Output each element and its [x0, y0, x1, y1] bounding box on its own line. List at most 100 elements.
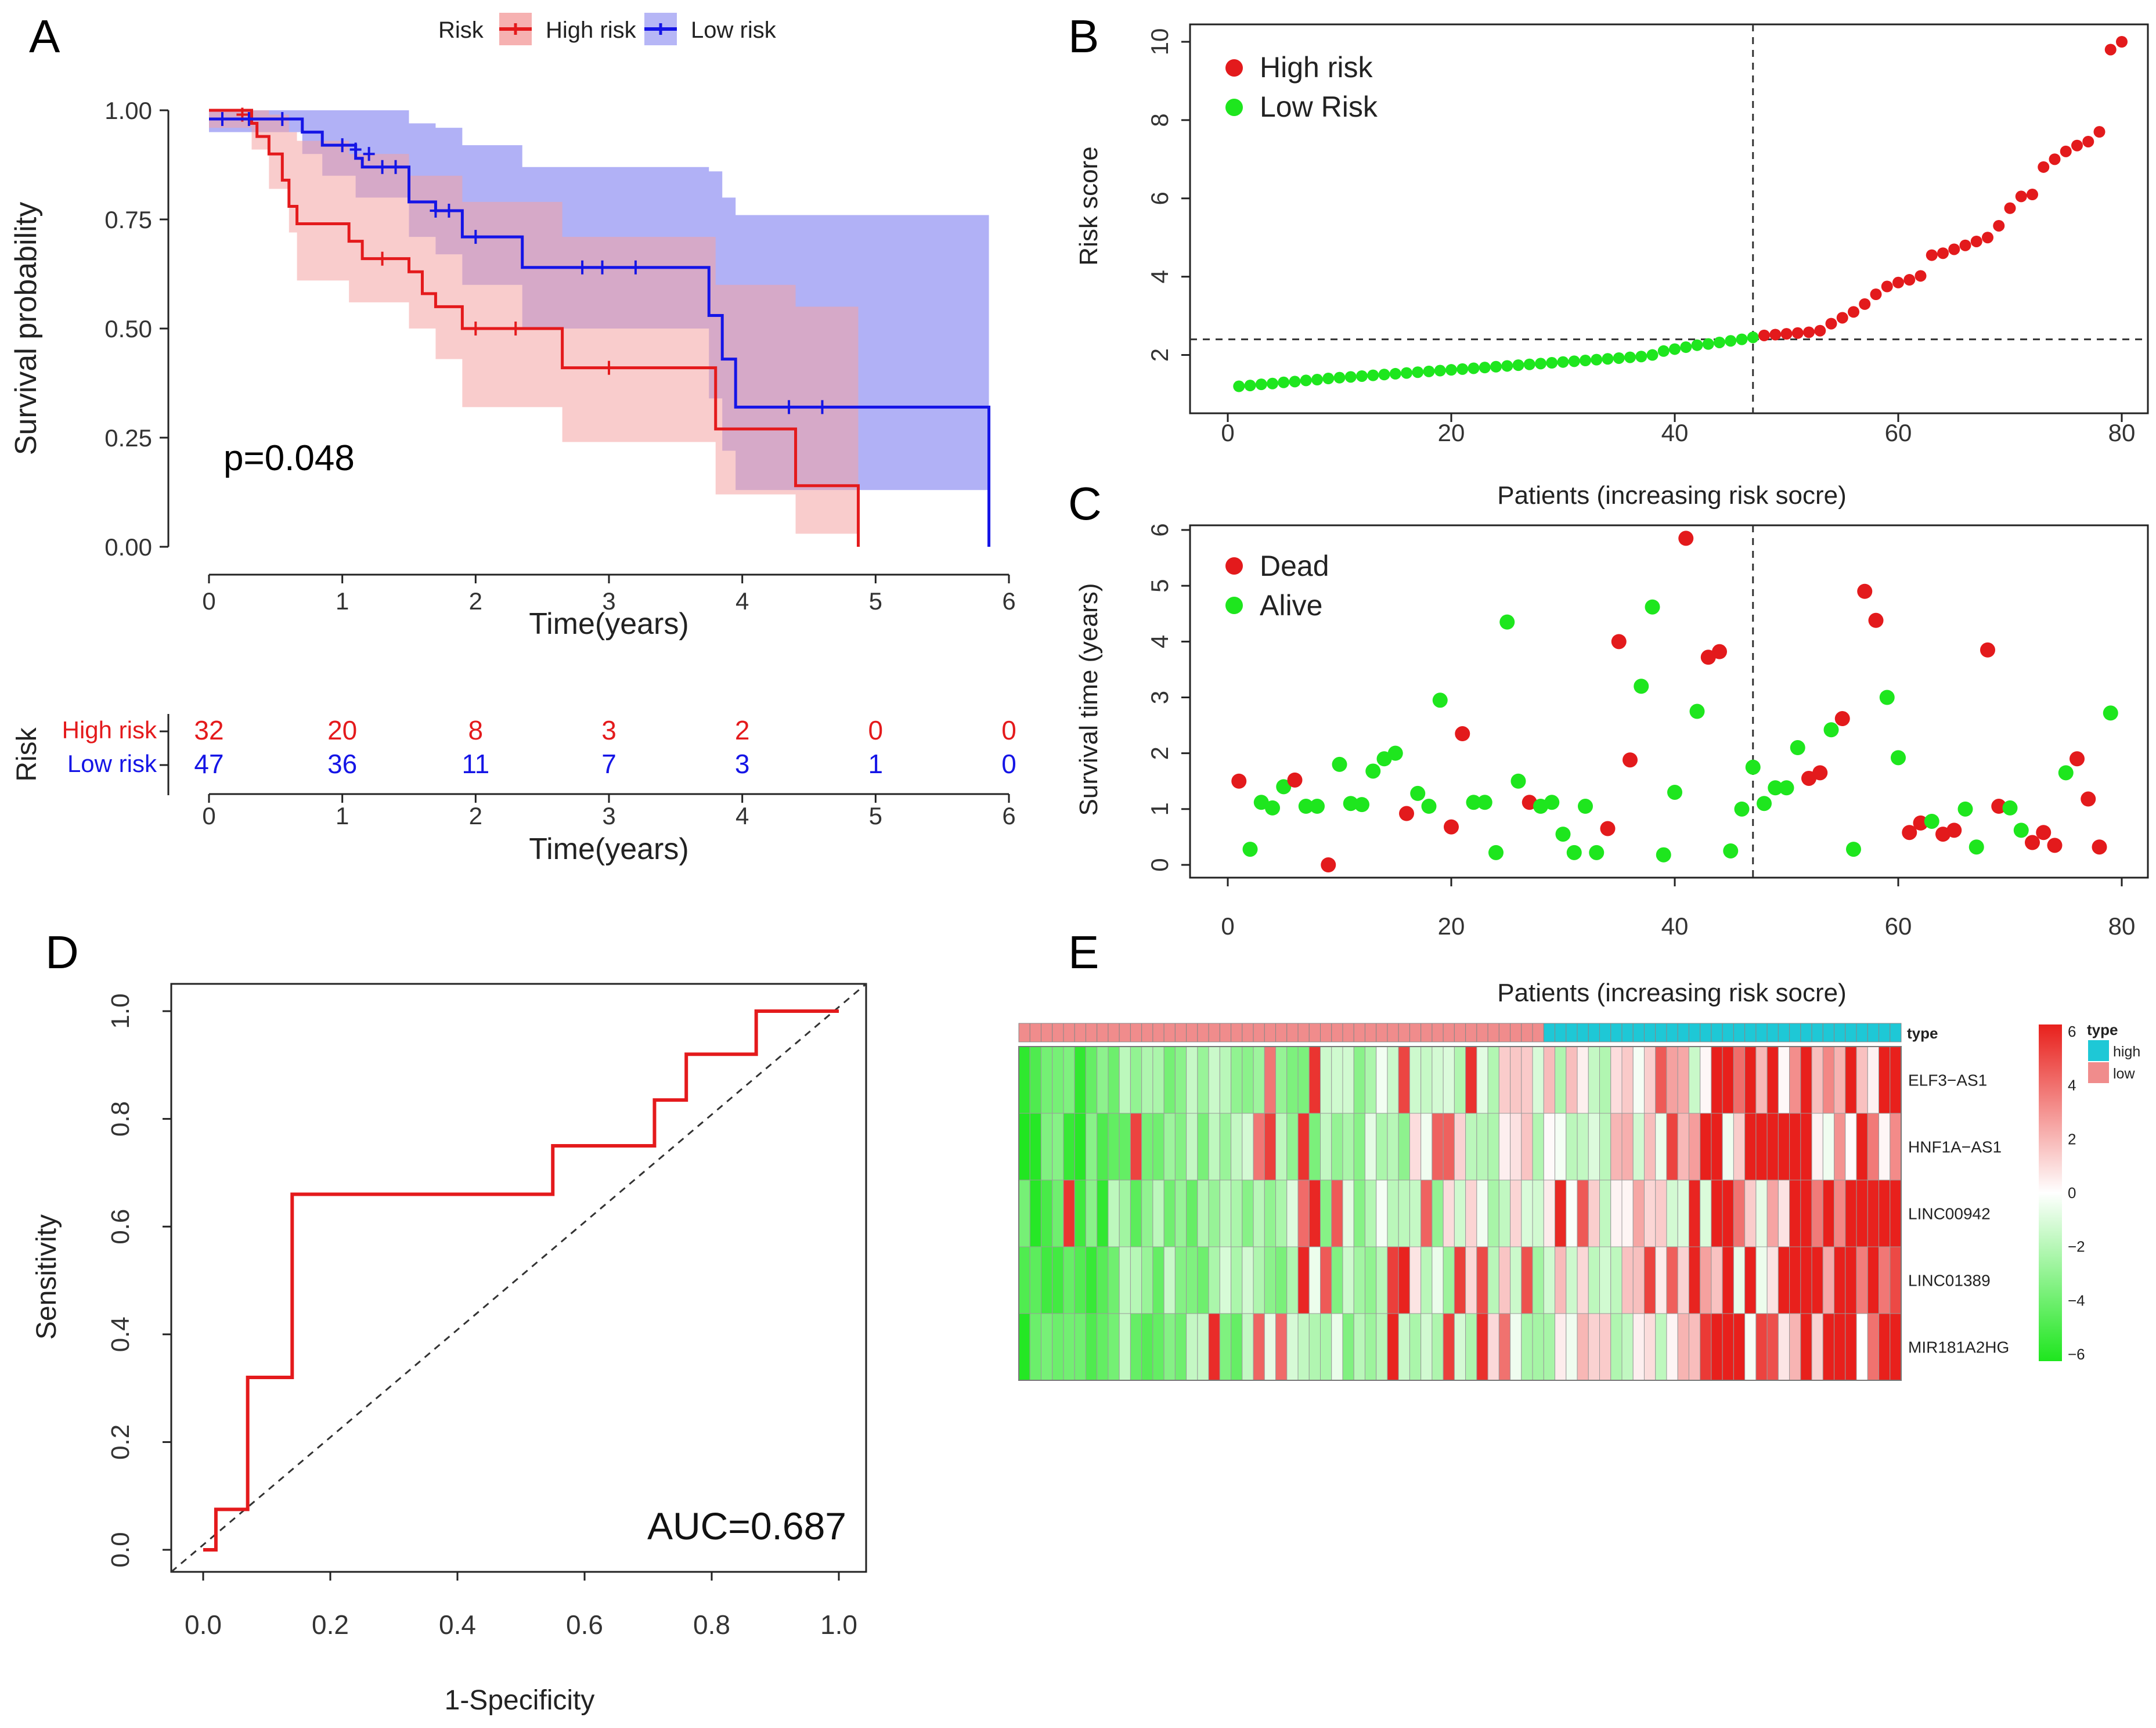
a-table-count: 1	[868, 749, 884, 779]
e-heatmap-cell	[1621, 1313, 1634, 1381]
e-annotation-cell	[1655, 1023, 1667, 1042]
e-heatmap-cell	[1253, 1113, 1265, 1181]
e-heatmap-cell	[1040, 1046, 1053, 1114]
c-point	[1834, 711, 1850, 727]
e-heatmap-cell	[1331, 1113, 1343, 1181]
e-annotation-cell	[1845, 1023, 1857, 1042]
e-heatmap-cell	[1119, 1313, 1131, 1381]
b-x-tick-label: 60	[1885, 419, 1912, 446]
e-annotation-cell	[1097, 1023, 1109, 1042]
e-heatmap-cell	[1130, 1046, 1142, 1114]
e-heatmap-cell	[1643, 1046, 1656, 1114]
e-heatmap-cell	[1800, 1313, 1812, 1381]
e-heatmap-cell	[1308, 1046, 1321, 1114]
b-y-tick-label: 4	[1146, 270, 1173, 283]
b-legend-label: High risk	[1260, 51, 1373, 84]
e-heatmap-cell	[1119, 1246, 1131, 1314]
e-heatmap-cell	[1029, 1046, 1041, 1114]
e-heatmap-cell	[1119, 1179, 1131, 1247]
e-heatmap-cell	[1275, 1113, 1288, 1181]
e-heatmap-cell	[1555, 1179, 1567, 1247]
c-point	[1432, 692, 1448, 708]
b-x-tick-label: 0	[1221, 419, 1234, 446]
e-heatmap-cell	[1498, 1313, 1511, 1381]
c-point	[1343, 796, 1358, 811]
e-heatmap-cell	[1890, 1246, 1902, 1314]
e-heatmap-cell	[1052, 1179, 1064, 1247]
e-heatmap-cell	[1018, 1179, 1030, 1247]
e-heatmap-cell	[1532, 1246, 1544, 1314]
e-heatmap-cell	[1577, 1179, 1589, 1247]
e-heatmap-cell	[1532, 1313, 1544, 1381]
e-heatmap-cell	[1778, 1313, 1790, 1381]
b-point	[1736, 333, 1748, 345]
e-annotation-cell	[1264, 1023, 1277, 1042]
e-heatmap-cell	[1331, 1246, 1343, 1314]
e-annotation-cell	[1242, 1023, 1254, 1042]
c-legend-dot	[1225, 597, 1243, 614]
e-heatmap-cell	[1688, 1113, 1701, 1181]
b-x-tick-label: 20	[1438, 419, 1465, 446]
e-annotation-cell	[1231, 1023, 1243, 1042]
c-point	[1354, 797, 1369, 813]
b-point	[1780, 328, 1793, 340]
b-point	[1468, 362, 1480, 374]
b-point	[2038, 161, 2050, 173]
e-heatmap-cell	[1789, 1046, 1801, 1114]
e-heatmap-cell	[1308, 1113, 1321, 1181]
e-heatmap-cell	[1577, 1313, 1589, 1381]
e-heatmap-cell	[1342, 1246, 1354, 1314]
b-point	[1926, 249, 1938, 261]
b-y-axis-title: Risk score	[1075, 146, 1103, 265]
e-annotation-cell	[1599, 1023, 1611, 1042]
e-heatmap-cell	[1800, 1046, 1812, 1114]
e-heatmap-cell	[1409, 1113, 1422, 1181]
e-heatmap-cell	[1242, 1313, 1254, 1381]
e-type-legend-label: low	[2113, 1066, 2135, 1082]
e-annotation-cell	[1052, 1023, 1064, 1042]
a-table-count: 32	[194, 715, 223, 745]
e-annotation-cell	[1643, 1023, 1656, 1042]
e-heatmap-cell	[1376, 1179, 1388, 1247]
b-y-tick-label: 6	[1146, 192, 1173, 205]
c-point	[2058, 765, 2074, 781]
e-heatmap-cell	[1197, 1113, 1209, 1181]
e-annotation-cell	[1174, 1023, 1187, 1042]
e-heatmap-cell	[1364, 1179, 1377, 1247]
e-heatmap-cell	[1822, 1246, 1835, 1314]
e-heatmap-cell	[1085, 1313, 1098, 1381]
e-heatmap-cell	[1521, 1113, 1533, 1181]
e-heatmap-cell	[1130, 1113, 1142, 1181]
b-point	[1747, 331, 1759, 344]
e-heatmap-cell	[1219, 1046, 1232, 1114]
e-annotation-cell	[1588, 1023, 1600, 1042]
e-heatmap-cell	[1465, 1046, 1477, 1114]
e-heatmap-cell	[1163, 1046, 1176, 1114]
c-point	[1678, 531, 1694, 546]
panel-letter-d: D	[45, 926, 79, 978]
c-point	[1857, 583, 1873, 599]
e-annotation-cell	[1487, 1023, 1499, 1042]
e-heatmap-cell	[1108, 1179, 1120, 1247]
e-heatmap-cell	[1487, 1179, 1499, 1247]
e-heatmap-cell	[1275, 1313, 1288, 1381]
e-heatmap-cell	[1186, 1246, 1198, 1314]
c-point	[1365, 763, 1381, 779]
d-y-tick-label: 0.4	[106, 1316, 135, 1352]
e-heatmap-cell	[1856, 1046, 1868, 1114]
e-annotation-cell	[1454, 1023, 1466, 1042]
b-point	[1557, 356, 1569, 368]
e-heatmap-cell	[1398, 1113, 1410, 1181]
e-colorbar-tick-label: −6	[2068, 1345, 2085, 1363]
e-annotation-cell	[1398, 1023, 1410, 1042]
e-heatmap-cell	[1845, 1313, 1857, 1381]
c-point	[1902, 825, 1917, 840]
e-heatmap-cell	[1063, 1246, 1075, 1314]
e-heatmap-cell	[1432, 1046, 1444, 1114]
c-point	[1846, 842, 1861, 857]
b-point	[1624, 351, 1636, 363]
b-point	[1970, 235, 1982, 247]
a-table-x-tick-label: 3	[602, 802, 615, 829]
e-heatmap-cell	[1275, 1046, 1288, 1114]
